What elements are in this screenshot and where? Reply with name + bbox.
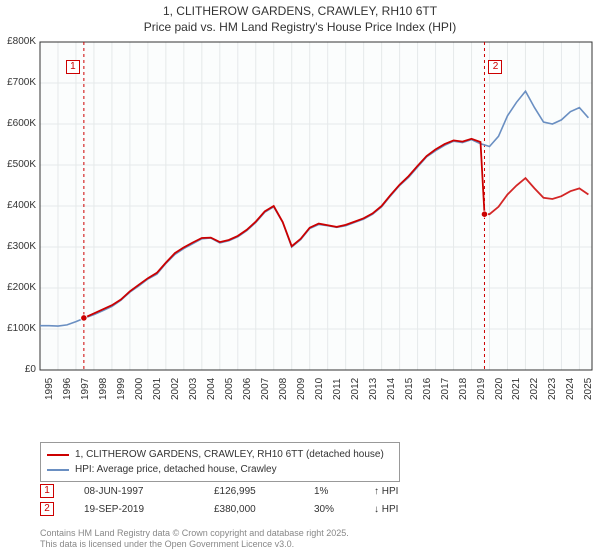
marker-label-2: 2 bbox=[488, 60, 502, 74]
x-tick-label: 2019 bbox=[476, 370, 487, 400]
x-tick-label: 2004 bbox=[206, 370, 217, 400]
legend-label: 1, CLITHEROW GARDENS, CRAWLEY, RH10 6TT … bbox=[75, 449, 384, 460]
x-tick-label: 2018 bbox=[458, 370, 469, 400]
x-tick-label: 2000 bbox=[134, 370, 145, 400]
x-tick-label: 2007 bbox=[260, 370, 271, 400]
x-tick-label: 2006 bbox=[242, 370, 253, 400]
x-tick-label: 1999 bbox=[116, 370, 127, 400]
marker-label-1: 1 bbox=[66, 60, 80, 74]
row-price: £380,000 bbox=[214, 504, 314, 515]
row-direction: ↓ HPI bbox=[374, 504, 414, 515]
legend: 1, CLITHEROW GARDENS, CRAWLEY, RH10 6TT … bbox=[40, 442, 400, 482]
x-tick-label: 2025 bbox=[583, 370, 594, 400]
x-tick-label: 2015 bbox=[404, 370, 415, 400]
x-tick-label: 2022 bbox=[529, 370, 540, 400]
price-table: 1 08-JUN-1997£126,9951%↑ HPI 2 19-SEP-2019£… bbox=[40, 482, 414, 518]
y-tick-label: £100K bbox=[0, 323, 36, 334]
row-price: £126,995 bbox=[214, 486, 314, 497]
x-tick-label: 2001 bbox=[152, 370, 163, 400]
x-tick-label: 2010 bbox=[314, 370, 325, 400]
row-date: 19-SEP-2019 bbox=[84, 504, 214, 515]
y-tick-label: £600K bbox=[0, 118, 36, 129]
x-tick-label: 2016 bbox=[422, 370, 433, 400]
chart-title: 1, CLITHEROW GARDENS, CRAWLEY, RH10 6TT … bbox=[0, 0, 600, 35]
y-tick-label: £200K bbox=[0, 282, 36, 293]
price-table-row: 2 19-SEP-2019£380,00030%↓ HPI bbox=[40, 500, 414, 518]
attribution-footer: Contains HM Land Registry data © Crown c… bbox=[40, 528, 349, 551]
legend-item: HPI: Average price, detached house, Craw… bbox=[47, 462, 393, 477]
y-tick-label: £0 bbox=[0, 364, 36, 375]
x-tick-label: 2013 bbox=[368, 370, 379, 400]
y-tick-label: £800K bbox=[0, 36, 36, 47]
row-index-badge: 2 bbox=[40, 502, 54, 516]
chart-container: 1, CLITHEROW GARDENS, CRAWLEY, RH10 6TT … bbox=[0, 0, 600, 560]
legend-swatch bbox=[47, 454, 69, 456]
x-tick-label: 2024 bbox=[565, 370, 576, 400]
y-tick-label: £300K bbox=[0, 241, 36, 252]
x-tick-label: 1995 bbox=[44, 370, 55, 400]
x-tick-label: 2014 bbox=[386, 370, 397, 400]
x-tick-label: 2009 bbox=[296, 370, 307, 400]
row-pct: 30% bbox=[314, 504, 374, 515]
x-tick-label: 1998 bbox=[98, 370, 109, 400]
x-tick-label: 2017 bbox=[440, 370, 451, 400]
line-chart bbox=[40, 42, 592, 392]
x-tick-label: 2005 bbox=[224, 370, 235, 400]
x-tick-label: 2021 bbox=[511, 370, 522, 400]
row-index-badge: 1 bbox=[40, 484, 54, 498]
title-line-2: Price paid vs. HM Land Registry's House … bbox=[0, 20, 600, 36]
footer-line-1: Contains HM Land Registry data © Crown c… bbox=[40, 528, 349, 539]
x-tick-label: 1996 bbox=[62, 370, 73, 400]
row-direction: ↑ HPI bbox=[374, 486, 414, 497]
row-date: 08-JUN-1997 bbox=[84, 486, 214, 497]
x-tick-label: 2011 bbox=[332, 370, 343, 400]
y-tick-label: £700K bbox=[0, 77, 36, 88]
x-tick-label: 2023 bbox=[547, 370, 558, 400]
legend-item: 1, CLITHEROW GARDENS, CRAWLEY, RH10 6TT … bbox=[47, 447, 393, 462]
x-tick-label: 1997 bbox=[80, 370, 91, 400]
x-tick-label: 2012 bbox=[350, 370, 361, 400]
footer-line-2: This data is licensed under the Open Gov… bbox=[40, 539, 349, 550]
title-line-1: 1, CLITHEROW GARDENS, CRAWLEY, RH10 6TT bbox=[0, 4, 600, 20]
x-tick-label: 2008 bbox=[278, 370, 289, 400]
legend-swatch bbox=[47, 469, 69, 471]
x-tick-label: 2003 bbox=[188, 370, 199, 400]
y-tick-label: £400K bbox=[0, 200, 36, 211]
x-tick-label: 2020 bbox=[494, 370, 505, 400]
x-tick-label: 2002 bbox=[170, 370, 181, 400]
y-tick-label: £500K bbox=[0, 159, 36, 170]
price-table-row: 1 08-JUN-1997£126,9951%↑ HPI bbox=[40, 482, 414, 500]
row-pct: 1% bbox=[314, 486, 374, 497]
legend-label: HPI: Average price, detached house, Craw… bbox=[75, 464, 277, 475]
